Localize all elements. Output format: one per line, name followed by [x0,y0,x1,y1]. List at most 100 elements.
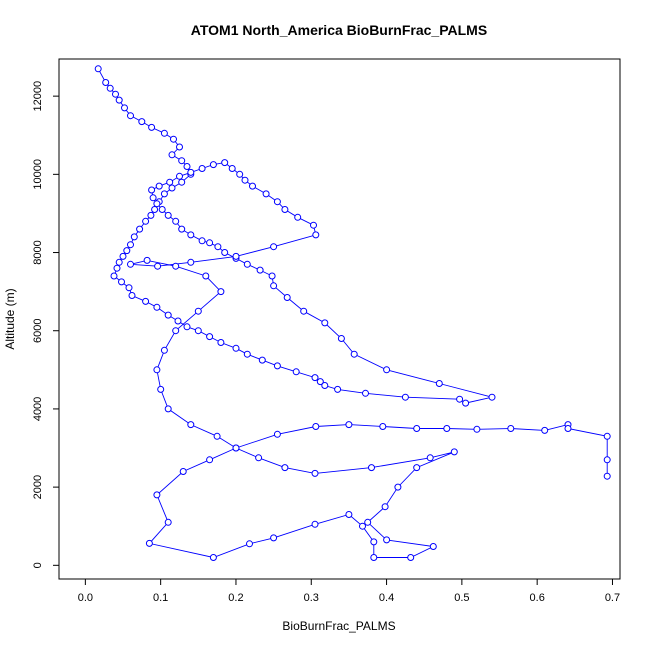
data-point [603,456,611,464]
data-point [178,178,186,186]
data-point [136,225,144,233]
data-point [142,297,150,305]
data-point [113,264,121,272]
data-point [168,184,176,192]
x-axis-label: BioBurnFrac_PALMS [282,619,395,633]
data-point [206,456,214,464]
data-point [311,374,319,382]
chart-title: ATOM1 North_America BioBurnFrac_PALMS [191,22,487,38]
data-point [194,307,202,315]
data-point [311,469,319,477]
data-point [166,178,174,186]
data-point [312,423,320,430]
data-point [174,317,182,325]
data-point [488,393,496,401]
data-point [149,194,157,202]
x-tick-label: 0.6 [530,592,545,604]
x-axis: 0.0 0.1 0.2 0.3 0.4 0.5 0.6 0.7 [78,578,620,604]
data-point [183,323,191,331]
data-point [121,104,128,112]
data-point [115,96,123,104]
data-point [564,425,572,432]
data-point [179,468,187,475]
data-point [106,84,114,92]
data-point [435,380,443,387]
data-point [164,518,172,526]
data-point [221,159,229,167]
data-point [383,366,391,374]
y-tick-label: 6000 [32,318,44,342]
data-point [456,395,464,403]
data-point [232,444,240,452]
data-point [273,430,281,438]
data-point [273,198,281,206]
data-point [153,491,161,499]
data-point [270,243,278,251]
data-point [151,206,159,213]
data-point [94,65,102,73]
data-point [102,79,110,86]
x-tick-label: 0.4 [379,592,394,604]
data-point [110,272,118,280]
data-point [232,252,240,260]
data-point [603,432,611,440]
data-point [112,90,119,98]
data-point [429,543,437,550]
data-point [350,350,358,358]
data-point [127,260,134,268]
y-tick-label: 8000 [32,240,44,264]
y-axis: 0 2000 4000 6000 8000 10000 12000 [32,81,60,568]
data-point [246,540,253,548]
x-tick-label: 0.1 [153,592,168,604]
data-point [370,554,378,561]
x-tick-label: 0.3 [304,592,319,604]
data-point [183,163,191,170]
data-point [243,260,251,268]
y-axis-label: Altitude (m) [3,288,17,349]
data-point [168,151,176,159]
data-point [158,206,166,213]
data-point [206,239,214,247]
data-point [281,206,289,213]
data-point [292,368,300,376]
y-tick-label: 0 [32,562,44,568]
data-point [142,217,150,225]
data-point [221,249,229,256]
data-point [127,112,134,120]
data-point [270,534,278,542]
data-point [155,182,163,190]
data-point [172,217,180,225]
data-point [443,425,451,432]
data-point [123,247,131,255]
data-point [462,399,470,407]
x-tick-label: 0.2 [228,592,243,604]
data-point [413,425,421,432]
data-point [187,231,195,239]
x-tick-label: 0.0 [78,592,93,604]
data-point [160,346,168,354]
data-point [153,366,161,374]
data-point [170,135,177,143]
y-tick-label: 4000 [32,397,44,421]
data-point [176,172,183,180]
data-point [187,421,195,429]
data-point [176,143,183,151]
data-point [268,272,276,280]
data-point [153,200,161,208]
data-point [236,170,244,178]
data-point [359,522,366,530]
data-point [370,538,378,546]
data-point [187,258,195,266]
data-point [148,123,156,131]
data-point [401,393,409,401]
data-point [202,272,210,280]
data-point [243,350,251,358]
data-point [217,339,225,346]
data-point [249,182,256,190]
data-point [217,288,225,296]
data-point [125,284,133,292]
data-point [294,213,302,221]
data-point [364,518,372,526]
data-point [164,311,172,319]
data-point [118,278,125,286]
